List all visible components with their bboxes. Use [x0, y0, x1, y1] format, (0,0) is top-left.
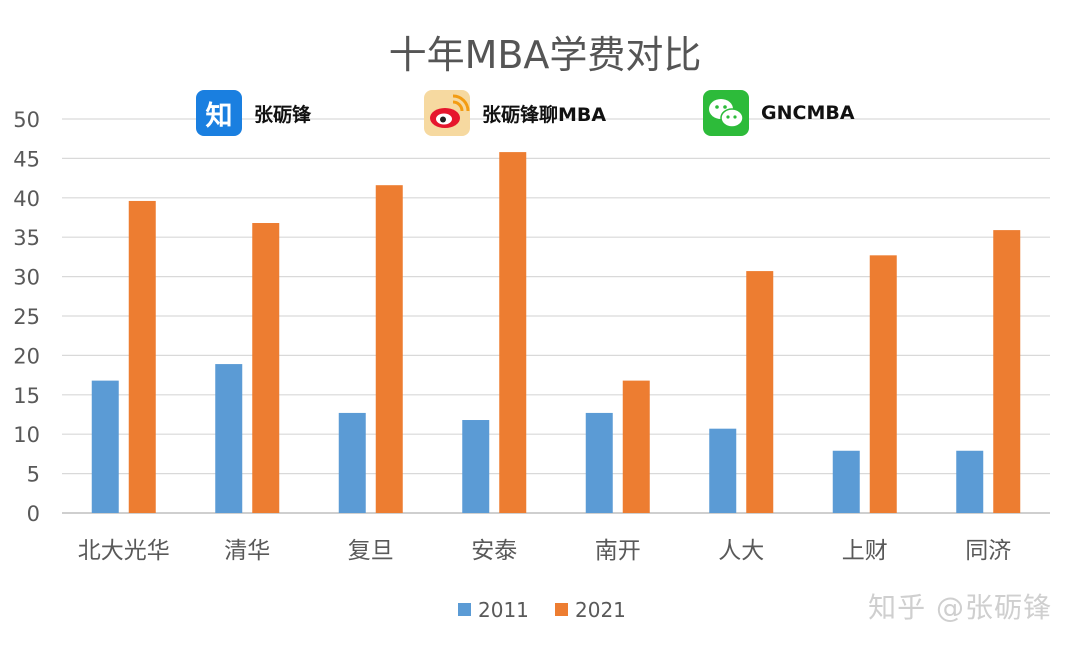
legend-swatch-2011 — [458, 603, 471, 616]
bar-2011 — [215, 364, 243, 513]
grid-lines — [62, 118, 1050, 514]
legend-label-2011: 2011 — [478, 598, 529, 622]
legend-swatch-2021 — [555, 603, 568, 616]
zhihu-badge: 知 张砺锋 — [196, 90, 311, 136]
y-tick-label: 15 — [13, 384, 40, 408]
y-tick-label: 10 — [13, 423, 40, 447]
x-tick-label: 复旦 — [348, 538, 394, 564]
y-axis: 0 5 10 15 20 25 30 35 40 45 50 — [13, 108, 40, 526]
zhihu-badge-label: 张砺锋 — [254, 103, 312, 126]
legend-label-2021: 2021 — [575, 598, 626, 622]
wechat-badge: GNCMBA — [703, 90, 855, 136]
x-tick-label: 安泰 — [471, 538, 517, 564]
bar-2021 — [499, 152, 527, 513]
bar-2021 — [993, 230, 1021, 513]
y-tick-label: 20 — [13, 344, 40, 368]
weibo-badge-label: 张砺锋聊MBA — [482, 103, 607, 126]
y-tick-label: 50 — [13, 108, 40, 132]
bar-2021 — [622, 380, 650, 513]
legend: 2011 2021 — [458, 598, 626, 622]
bar-2021 — [252, 223, 280, 514]
chart-title: 十年MBA学费对比 — [389, 33, 702, 77]
wechat-badge-label: GNCMBA — [761, 102, 855, 124]
x-tick-label: 同济 — [965, 538, 1011, 564]
bar-2011 — [338, 412, 366, 513]
bar-2021 — [128, 200, 156, 513]
wechat-logo-icon — [703, 90, 749, 136]
x-axis: 北大光华 清华 复旦 安泰 南开 人大 上财 同济 — [78, 538, 1012, 564]
bar-2021 — [869, 255, 897, 513]
y-tick-label: 30 — [13, 266, 40, 290]
x-tick-label: 南开 — [595, 538, 641, 564]
zhihu-logo-icon: 知 — [196, 90, 242, 136]
bars — [91, 152, 1021, 514]
y-tick-label: 25 — [13, 305, 40, 329]
y-tick-label: 45 — [13, 147, 40, 171]
weibo-badge: 张砺锋聊MBA — [424, 90, 606, 136]
weibo-logo-icon — [424, 90, 470, 136]
bar-2011 — [585, 412, 613, 513]
x-tick-label: 上财 — [842, 538, 888, 564]
bar-2011 — [956, 450, 984, 513]
y-tick-label: 40 — [13, 187, 40, 211]
bar-2011 — [709, 428, 737, 513]
y-tick-label: 35 — [13, 226, 40, 250]
x-tick-label: 北大光华 — [78, 538, 170, 564]
x-tick-label: 清华 — [224, 538, 270, 564]
watermark: 知乎 @张砺锋 — [868, 591, 1052, 624]
bar-2021 — [746, 271, 774, 513]
y-tick-label: 0 — [27, 502, 40, 526]
bar-2021 — [375, 185, 403, 513]
bar-2011 — [832, 450, 860, 513]
bar-2011 — [462, 420, 490, 513]
bar-2011 — [91, 380, 119, 513]
y-tick-label: 5 — [27, 463, 40, 487]
x-tick-label: 人大 — [718, 538, 764, 564]
